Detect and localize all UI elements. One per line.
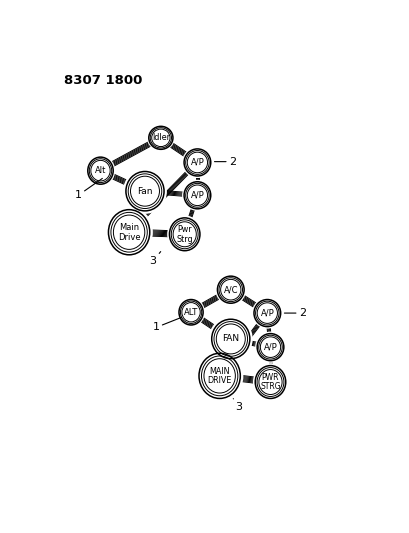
Ellipse shape	[182, 147, 212, 178]
Text: ALT: ALT	[184, 308, 198, 317]
Ellipse shape	[167, 215, 202, 253]
Text: Idler: Idler	[151, 133, 169, 142]
Ellipse shape	[196, 350, 243, 402]
Text: A/P: A/P	[263, 343, 277, 352]
Ellipse shape	[208, 316, 252, 361]
Ellipse shape	[147, 125, 174, 151]
Ellipse shape	[252, 297, 282, 329]
Text: 2: 2	[214, 157, 235, 167]
Ellipse shape	[187, 185, 207, 206]
Text: PWR
STRG: PWR STRG	[260, 373, 280, 391]
Text: 2: 2	[284, 308, 305, 318]
Ellipse shape	[216, 324, 245, 354]
Ellipse shape	[215, 274, 245, 305]
Ellipse shape	[220, 279, 240, 300]
Ellipse shape	[254, 332, 285, 363]
Text: FAN: FAN	[222, 334, 239, 343]
Ellipse shape	[187, 152, 207, 173]
Ellipse shape	[203, 359, 235, 393]
Text: Pwr
Strg: Pwr Strg	[176, 225, 193, 244]
Text: MAIN
DRIVE: MAIN DRIVE	[207, 367, 231, 385]
Ellipse shape	[151, 129, 170, 147]
Ellipse shape	[252, 363, 288, 401]
Ellipse shape	[260, 337, 280, 358]
Ellipse shape	[123, 168, 166, 214]
Text: A/C: A/C	[223, 285, 238, 294]
Text: A/P: A/P	[260, 309, 274, 318]
Ellipse shape	[256, 303, 277, 324]
Text: 3: 3	[233, 399, 242, 411]
Text: A/P: A/P	[190, 191, 204, 200]
Text: Fan: Fan	[137, 187, 153, 196]
Ellipse shape	[173, 222, 196, 247]
Text: 3: 3	[149, 252, 160, 266]
Ellipse shape	[85, 155, 115, 186]
Text: 1: 1	[152, 317, 181, 333]
Ellipse shape	[105, 206, 153, 258]
Ellipse shape	[177, 297, 204, 327]
Text: 8307 1800: 8307 1800	[64, 74, 142, 87]
Text: Alt: Alt	[94, 166, 106, 175]
Text: 1: 1	[74, 179, 102, 200]
Ellipse shape	[91, 160, 110, 181]
Ellipse shape	[113, 215, 144, 249]
Text: Main
Drive: Main Drive	[117, 223, 140, 241]
Ellipse shape	[130, 176, 159, 206]
Ellipse shape	[182, 303, 200, 322]
Ellipse shape	[258, 369, 281, 394]
Ellipse shape	[182, 180, 212, 211]
Text: A/P: A/P	[190, 158, 204, 167]
